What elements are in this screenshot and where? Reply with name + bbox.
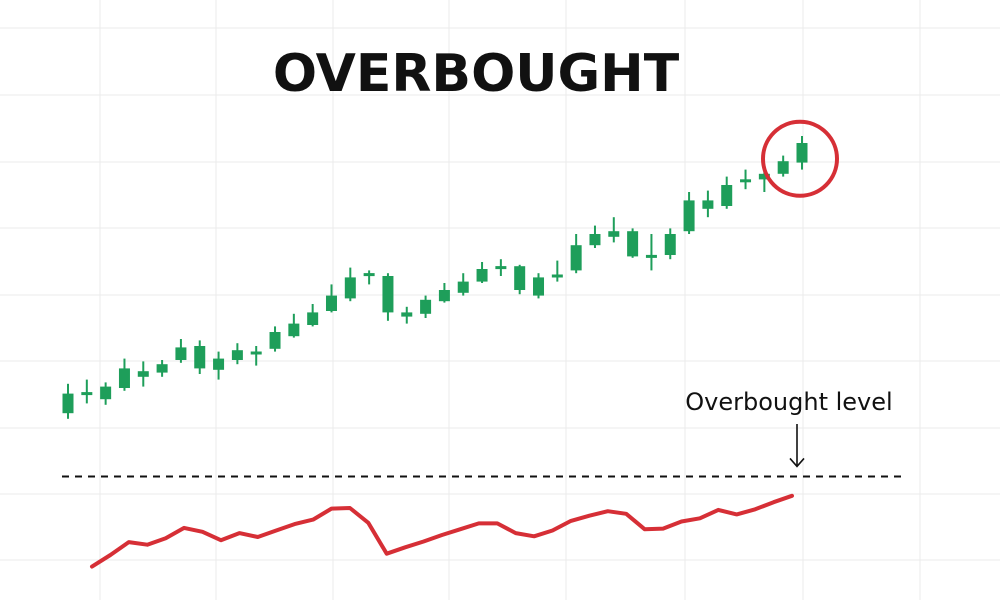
- candle-body: [533, 277, 545, 296]
- candle-body: [664, 234, 676, 255]
- candle-body: [476, 269, 488, 282]
- candle-body: [777, 161, 789, 174]
- candle: [269, 326, 281, 352]
- candle: [645, 234, 657, 271]
- candle-body: [627, 231, 639, 257]
- candle-body: [758, 173, 770, 180]
- candle-body: [175, 347, 187, 360]
- candle: [194, 340, 206, 374]
- candle: [721, 176, 733, 209]
- candle-body: [645, 254, 657, 258]
- candle-body: [514, 266, 526, 290]
- candle: [420, 295, 432, 318]
- candle: [627, 228, 639, 258]
- chart-title: OVERBOUGHT: [273, 44, 680, 104]
- candle: [81, 379, 93, 404]
- annotation-arrow: [789, 424, 805, 468]
- candle: [401, 306, 413, 324]
- arrow-head: [789, 457, 805, 468]
- candle-body: [740, 179, 752, 183]
- candle-body: [213, 358, 225, 370]
- candle-body: [62, 393, 74, 414]
- candle: [702, 190, 714, 218]
- candle: [175, 339, 187, 363]
- candle: [551, 260, 563, 282]
- candle: [382, 273, 394, 321]
- candle: [62, 383, 74, 419]
- candle-body: [495, 266, 507, 270]
- candle-body: [156, 364, 168, 373]
- candle: [344, 267, 356, 302]
- candle: [213, 351, 225, 380]
- candle: [796, 136, 808, 170]
- candle-body: [438, 290, 450, 302]
- candle-body: [382, 276, 394, 313]
- candle: [664, 228, 676, 260]
- candle: [118, 358, 130, 391]
- candle: [457, 273, 469, 296]
- candle: [288, 313, 300, 338]
- highlight-circle-group: [761, 119, 839, 198]
- price-candles: [62, 136, 808, 419]
- oscillator-line: [90, 493, 794, 569]
- candle: [363, 270, 375, 285]
- highlight-circle: [761, 119, 839, 198]
- candle: [231, 343, 243, 365]
- candle: [589, 225, 601, 248]
- candle-body: [721, 185, 733, 206]
- candle-body: [420, 299, 432, 314]
- candle-body: [608, 231, 620, 237]
- candle: [100, 382, 112, 405]
- annotation-label: Overbought level: [685, 388, 892, 416]
- candle: [137, 361, 149, 387]
- candle: [250, 346, 262, 366]
- candle: [307, 304, 319, 327]
- candle-body: [344, 277, 356, 299]
- candle-body: [137, 371, 149, 377]
- candle: [438, 283, 450, 303]
- candle-body: [288, 323, 300, 337]
- candle-body: [325, 295, 337, 311]
- candle-body: [363, 273, 375, 277]
- candle: [495, 259, 507, 276]
- candle-body: [118, 368, 130, 388]
- candle: [514, 264, 526, 295]
- candle-body: [269, 332, 281, 349]
- candle-body: [100, 386, 112, 400]
- candle-body: [457, 281, 469, 293]
- candle: [608, 217, 620, 243]
- candle: [777, 155, 789, 177]
- candle-body: [401, 312, 413, 317]
- candle-body: [194, 346, 206, 369]
- candle: [325, 284, 337, 313]
- candle: [740, 169, 752, 190]
- candle-body: [589, 234, 601, 246]
- candle-body: [231, 350, 243, 360]
- candle-body: [702, 200, 714, 209]
- candle-body: [796, 143, 808, 163]
- candle-body: [307, 312, 319, 325]
- candle-body: [570, 245, 582, 271]
- candle: [570, 234, 582, 274]
- candle-body: [81, 392, 93, 396]
- candle: [683, 192, 695, 234]
- candle: [476, 262, 488, 283]
- candle-body: [250, 351, 262, 355]
- candle-body: [551, 274, 563, 278]
- candle: [533, 273, 545, 299]
- candle-body: [683, 200, 695, 232]
- candle: [156, 360, 168, 377]
